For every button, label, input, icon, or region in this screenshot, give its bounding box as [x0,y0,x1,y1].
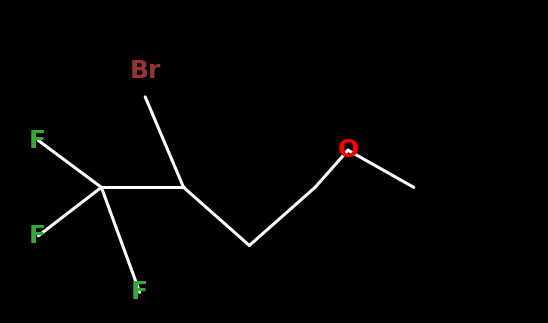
Text: F: F [28,129,46,152]
Text: F: F [28,224,46,248]
Text: Br: Br [129,59,161,83]
Text: O: O [338,138,358,162]
Text: F: F [131,280,149,304]
